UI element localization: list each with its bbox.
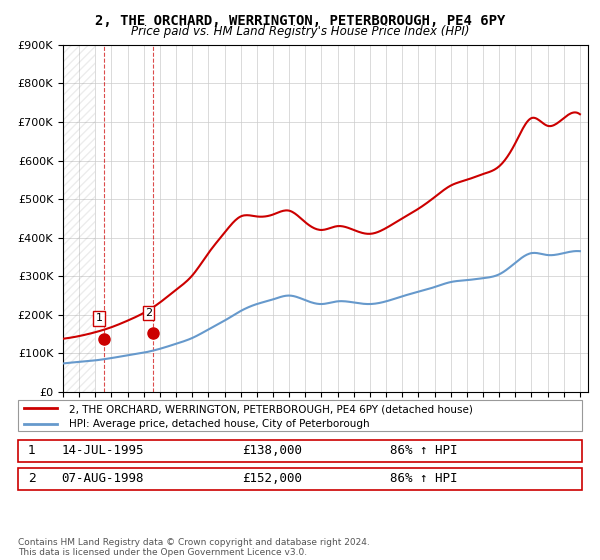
Text: 2, THE ORCHARD, WERRINGTON, PETERBOROUGH, PE4 6PY (detached house): 2, THE ORCHARD, WERRINGTON, PETERBOROUGH… [69, 404, 473, 414]
Text: 86% ↑ HPI: 86% ↑ HPI [391, 444, 458, 458]
Text: 2: 2 [145, 308, 152, 318]
Text: HPI: Average price, detached house, City of Peterborough: HPI: Average price, detached house, City… [69, 419, 370, 430]
FancyBboxPatch shape [18, 440, 582, 462]
Text: 86% ↑ HPI: 86% ↑ HPI [391, 472, 458, 486]
Text: 07-AUG-1998: 07-AUG-1998 [61, 472, 144, 486]
Text: Contains HM Land Registry data © Crown copyright and database right 2024.
This d: Contains HM Land Registry data © Crown c… [18, 538, 370, 557]
FancyBboxPatch shape [18, 400, 582, 431]
Text: £138,000: £138,000 [242, 444, 302, 458]
Text: Price paid vs. HM Land Registry's House Price Index (HPI): Price paid vs. HM Land Registry's House … [131, 25, 469, 38]
Text: 2: 2 [28, 472, 36, 486]
Text: 14-JUL-1995: 14-JUL-1995 [61, 444, 144, 458]
Text: £152,000: £152,000 [242, 472, 302, 486]
Text: 1: 1 [28, 444, 36, 458]
FancyBboxPatch shape [18, 468, 582, 490]
Text: 1: 1 [95, 314, 103, 323]
Text: 2, THE ORCHARD, WERRINGTON, PETERBOROUGH, PE4 6PY: 2, THE ORCHARD, WERRINGTON, PETERBOROUGH… [95, 14, 505, 28]
Bar [63, 45, 95, 392]
